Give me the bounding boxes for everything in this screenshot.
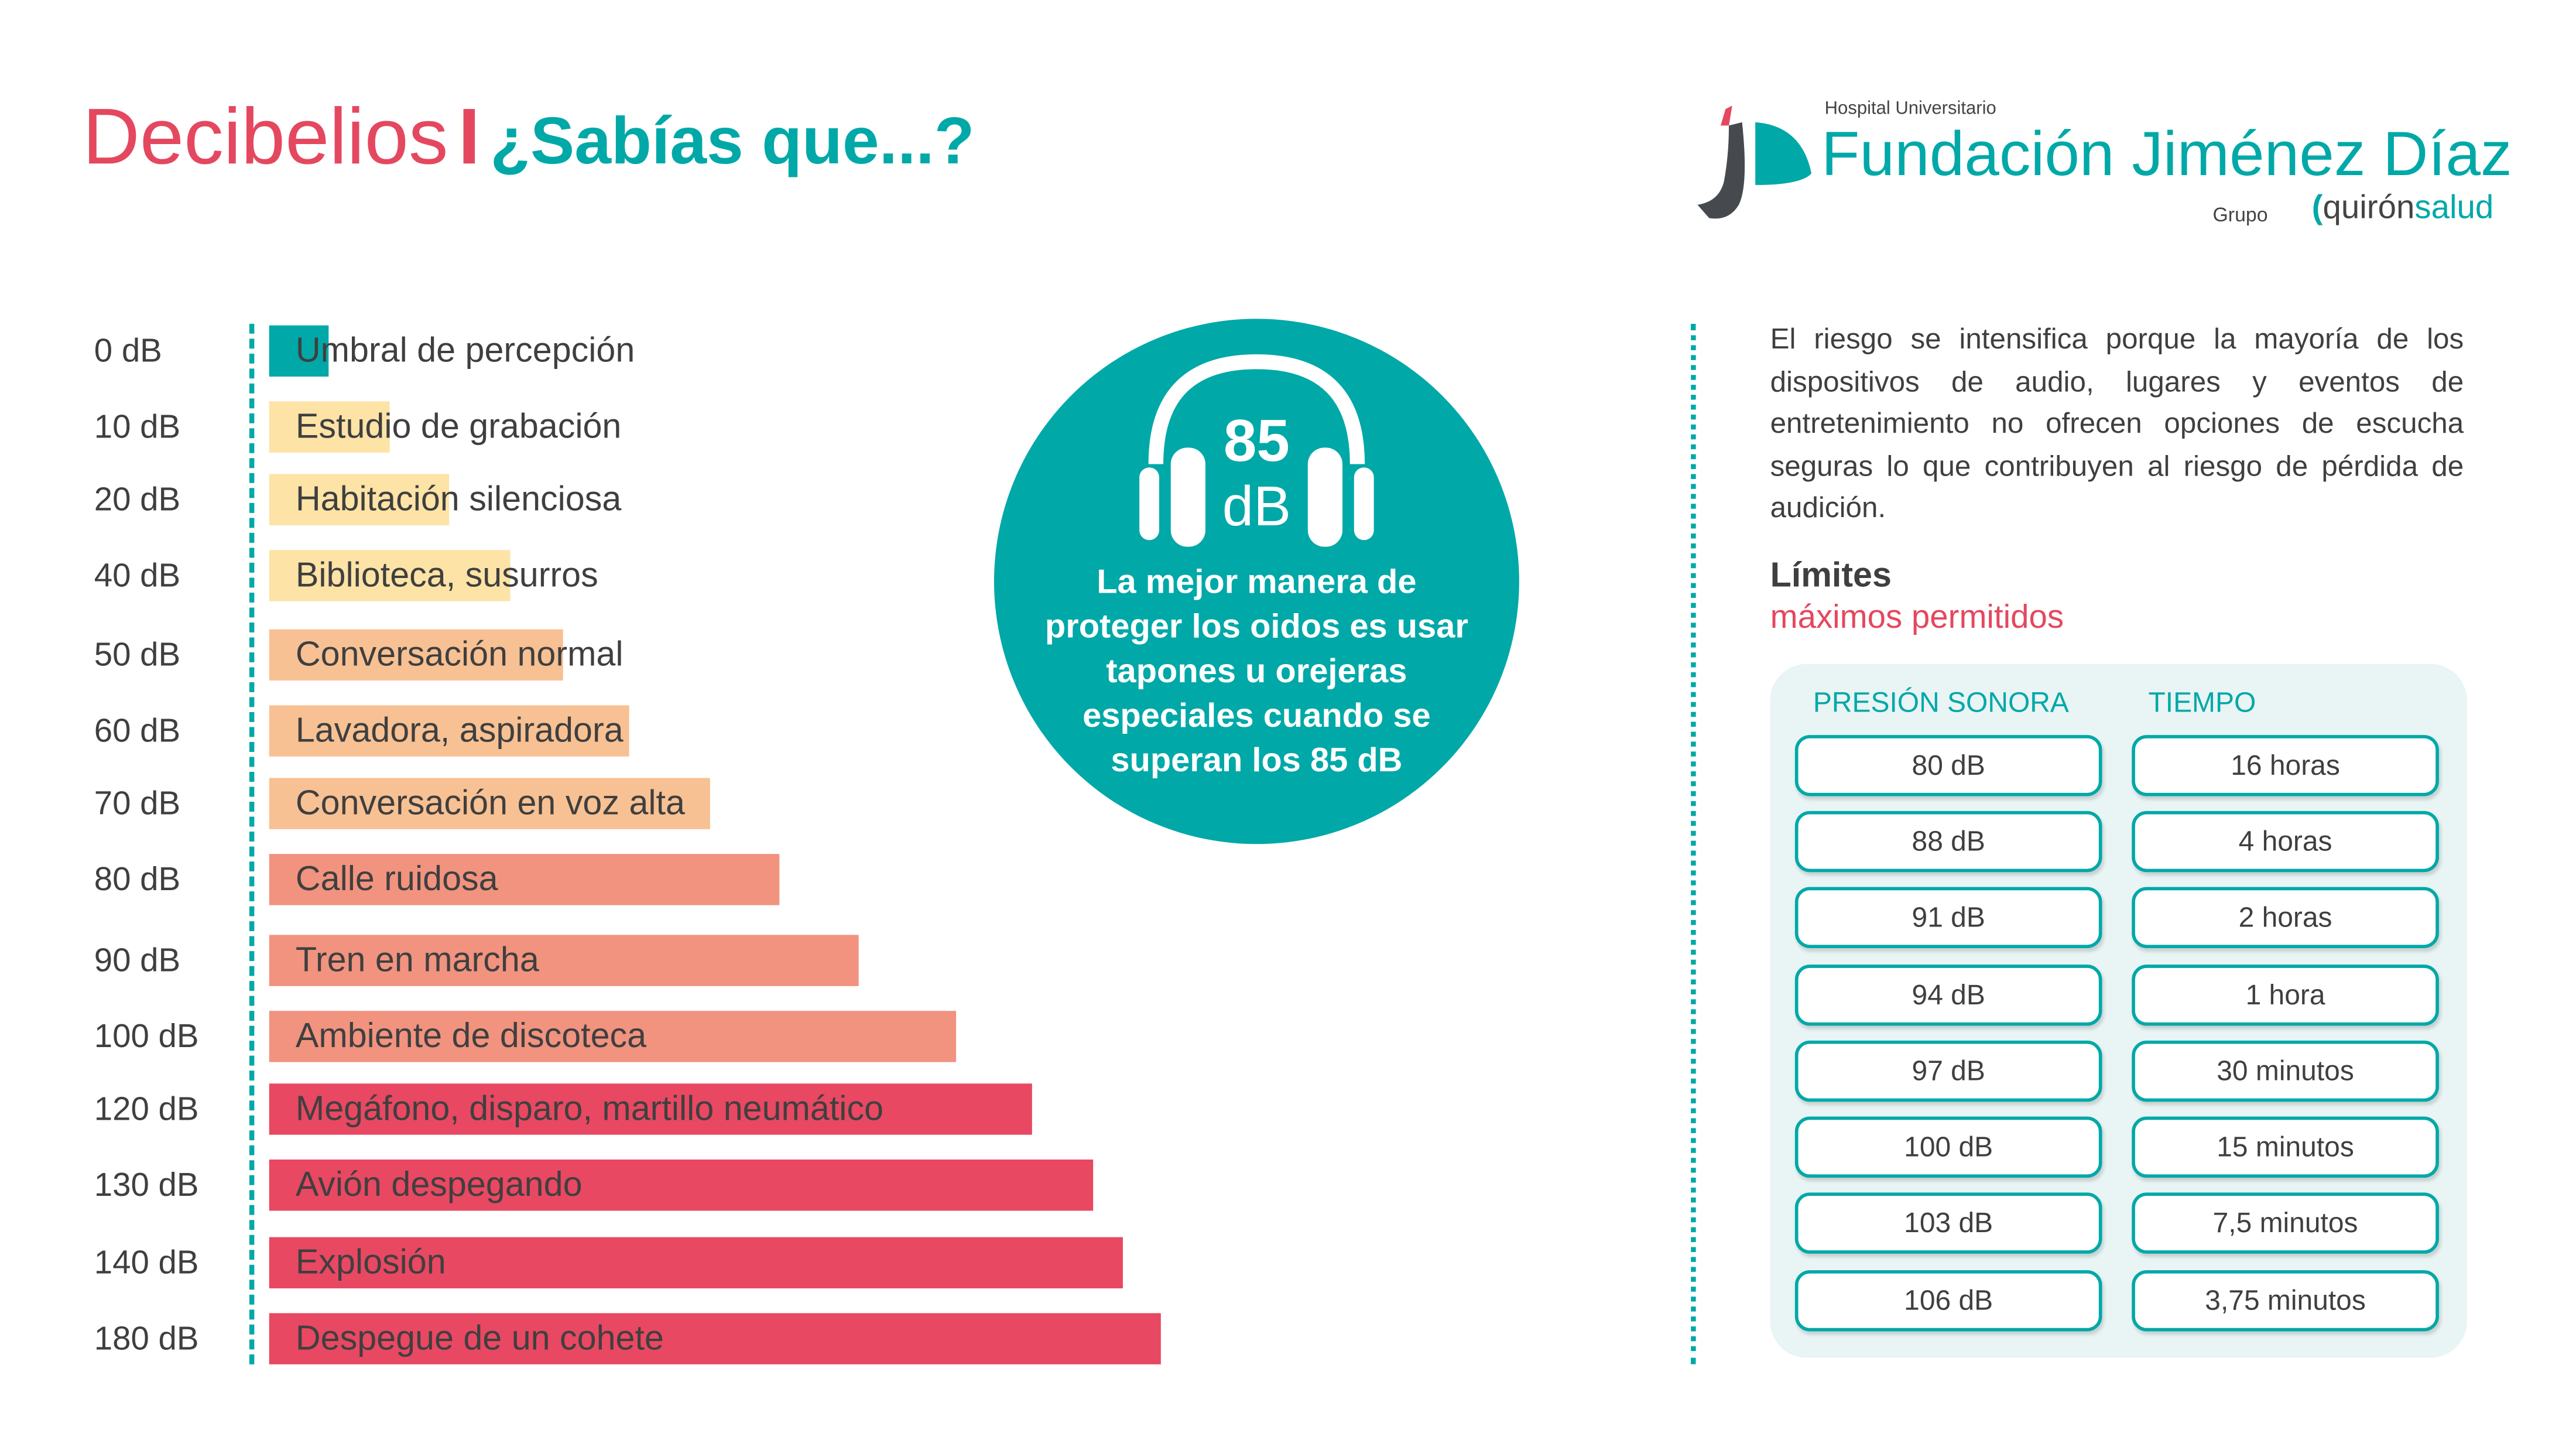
level-bar bbox=[269, 778, 710, 829]
sound-source: Biblioteca, susurros bbox=[295, 556, 598, 595]
scale-row: 140 dB Explosión bbox=[0, 1237, 1255, 1290]
sound-source: Ambiente de discoteca bbox=[295, 1017, 647, 1056]
scale-row: 60 dB Lavadora, aspiradora bbox=[0, 705, 1255, 758]
level-bar bbox=[269, 1011, 957, 1062]
logo-brand-b: salud bbox=[2414, 190, 2494, 227]
sound-source: Despegue de un cohete bbox=[295, 1319, 664, 1358]
logo-grupo: Grupo bbox=[2212, 203, 2268, 227]
level-bar bbox=[269, 1083, 1032, 1135]
level-bar bbox=[269, 474, 450, 525]
protection-circle: 85 dB La mejor manera de proteger los oi… bbox=[994, 319, 1519, 844]
level-bar bbox=[269, 854, 780, 905]
db-level: 40 dB bbox=[94, 558, 181, 595]
level-bar bbox=[269, 401, 390, 453]
level-bar bbox=[269, 550, 511, 601]
logo-name: Fundación Jiménez Díaz bbox=[1821, 120, 2512, 190]
sound-source: Tren en marcha bbox=[295, 941, 539, 980]
sound-source: Avión despegando bbox=[295, 1166, 583, 1205]
time-cell: 1 hora bbox=[2132, 965, 2439, 1026]
scale-row: 10 dB Estudio de grabación bbox=[0, 401, 1255, 454]
level-bar bbox=[269, 629, 563, 681]
threshold-value: 85 bbox=[1223, 406, 1290, 474]
sound-source: Umbral de percepción bbox=[295, 331, 635, 370]
page-title: Decibelios I ¿Sabías que...? bbox=[83, 93, 975, 189]
limits-title: Límites bbox=[1770, 556, 1892, 595]
jd-logo-icon bbox=[1697, 105, 1812, 219]
level-bar bbox=[269, 935, 859, 986]
pressure-cell: 88 dB bbox=[1794, 811, 2102, 873]
logo-brand-a: quirón bbox=[2322, 190, 2415, 227]
sound-source: Estudio de grabación bbox=[295, 408, 622, 446]
scale-row: 130 dB Avión despegando bbox=[0, 1159, 1255, 1212]
scale-row: 100 dB Ambiente de discoteca bbox=[0, 1011, 1255, 1063]
scale-axis-line bbox=[249, 323, 255, 1364]
db-level: 20 dB bbox=[94, 482, 181, 519]
db-level: 140 dB bbox=[94, 1245, 199, 1282]
time-cell: 4 horas bbox=[2132, 811, 2439, 873]
db-level: 130 dB bbox=[94, 1168, 199, 1205]
pressure-cell: 103 dB bbox=[1794, 1192, 2102, 1254]
pressure-cell: 100 dB bbox=[1794, 1116, 2102, 1178]
sound-source: Megáfono, disparo, martillo neumático bbox=[295, 1090, 884, 1128]
time-cell: 2 horas bbox=[2132, 887, 2439, 948]
sound-source: Calle ruidosa bbox=[295, 860, 498, 899]
scale-row: 80 dB Calle ruidosa bbox=[0, 854, 1255, 907]
scale-row: 0 dB Umbral de percepción bbox=[0, 325, 1255, 378]
level-bar bbox=[269, 705, 629, 757]
title-text: Decibelios bbox=[83, 94, 448, 182]
db-level: 80 dB bbox=[94, 862, 181, 899]
logo-hospital-text: Hospital Universitario bbox=[1824, 99, 1996, 119]
scale-row: 20 dB Habitación silenciosa bbox=[0, 474, 1255, 526]
db-level: 70 dB bbox=[94, 786, 181, 823]
scale-row: 40 dB Biblioteca, susurros bbox=[0, 550, 1255, 603]
title-subtitle: ¿Sabías que...? bbox=[490, 105, 975, 179]
db-level: 50 dB bbox=[94, 637, 181, 674]
scale-row: 90 dB Tren en marcha bbox=[0, 935, 1255, 987]
sound-source: Lavadora, aspiradora bbox=[295, 712, 624, 750]
level-bar bbox=[269, 325, 329, 377]
scale-row: 50 dB Conversación normal bbox=[0, 629, 1255, 682]
db-level: 0 dB bbox=[94, 333, 162, 370]
level-bar bbox=[269, 1237, 1123, 1288]
headphones-icon bbox=[1139, 354, 1374, 547]
level-bar bbox=[269, 1159, 1094, 1211]
time-cell: 3,75 minutos bbox=[2132, 1270, 2439, 1332]
logo-quironsalud: (quirónsalud bbox=[2312, 190, 2494, 226]
scale-row: 180 dB Despegue de un cohete bbox=[0, 1313, 1255, 1366]
pressure-cell: 91 dB bbox=[1794, 887, 2102, 948]
hospital-logo: Hospital Universitario Fundación Jiménez… bbox=[1693, 99, 2512, 231]
db-level: 120 dB bbox=[94, 1092, 199, 1128]
limits-table: PRESIÓN SONORA TIEMPO 80 dB 16 horas 88 dB… bbox=[1770, 664, 2467, 1358]
pressure-cell: 80 dB bbox=[1794, 735, 2102, 796]
header-tiempo: TIEMPO bbox=[2148, 687, 2256, 719]
sound-source: Conversación normal bbox=[295, 635, 624, 674]
sound-source: Explosión bbox=[295, 1243, 446, 1282]
quironsalud-mark-icon: ( bbox=[2311, 190, 2323, 227]
scale-row: 70 dB Conversación en voz alta bbox=[0, 778, 1255, 830]
db-level: 60 dB bbox=[94, 713, 181, 750]
scale-row: 120 dB Megáfono, disparo, martillo neumát… bbox=[0, 1083, 1255, 1136]
pressure-cell: 97 dB bbox=[1794, 1040, 2102, 1102]
db-level: 10 dB bbox=[94, 409, 181, 446]
db-level: 90 dB bbox=[94, 943, 181, 980]
level-bar bbox=[269, 1313, 1161, 1364]
protection-message: La mejor manera de proteger los oidos es… bbox=[1044, 563, 1468, 780]
db-level: 180 dB bbox=[94, 1321, 199, 1358]
time-cell: 7,5 minutos bbox=[2132, 1192, 2439, 1254]
title-separator: I bbox=[458, 94, 481, 182]
time-cell: 16 horas bbox=[2132, 735, 2439, 796]
section-divider bbox=[1691, 323, 1696, 1364]
pressure-cell: 94 dB bbox=[1794, 965, 2102, 1026]
db-level: 100 dB bbox=[94, 1019, 199, 1056]
limits-subtitle: máximos permitidos bbox=[1770, 599, 2064, 636]
time-cell: 15 minutos bbox=[2132, 1116, 2439, 1178]
time-cell: 30 minutos bbox=[2132, 1040, 2439, 1102]
sound-source: Conversación en voz alta bbox=[295, 784, 685, 823]
threshold-unit: dB bbox=[1222, 476, 1292, 539]
header-presion: PRESIÓN SONORA bbox=[1813, 687, 2069, 719]
risk-paragraph: El riesgo se intensifica porque la mayor… bbox=[1770, 322, 2464, 524]
sound-source: Habitación silenciosa bbox=[295, 480, 622, 519]
pressure-cell: 106 dB bbox=[1794, 1270, 2102, 1332]
